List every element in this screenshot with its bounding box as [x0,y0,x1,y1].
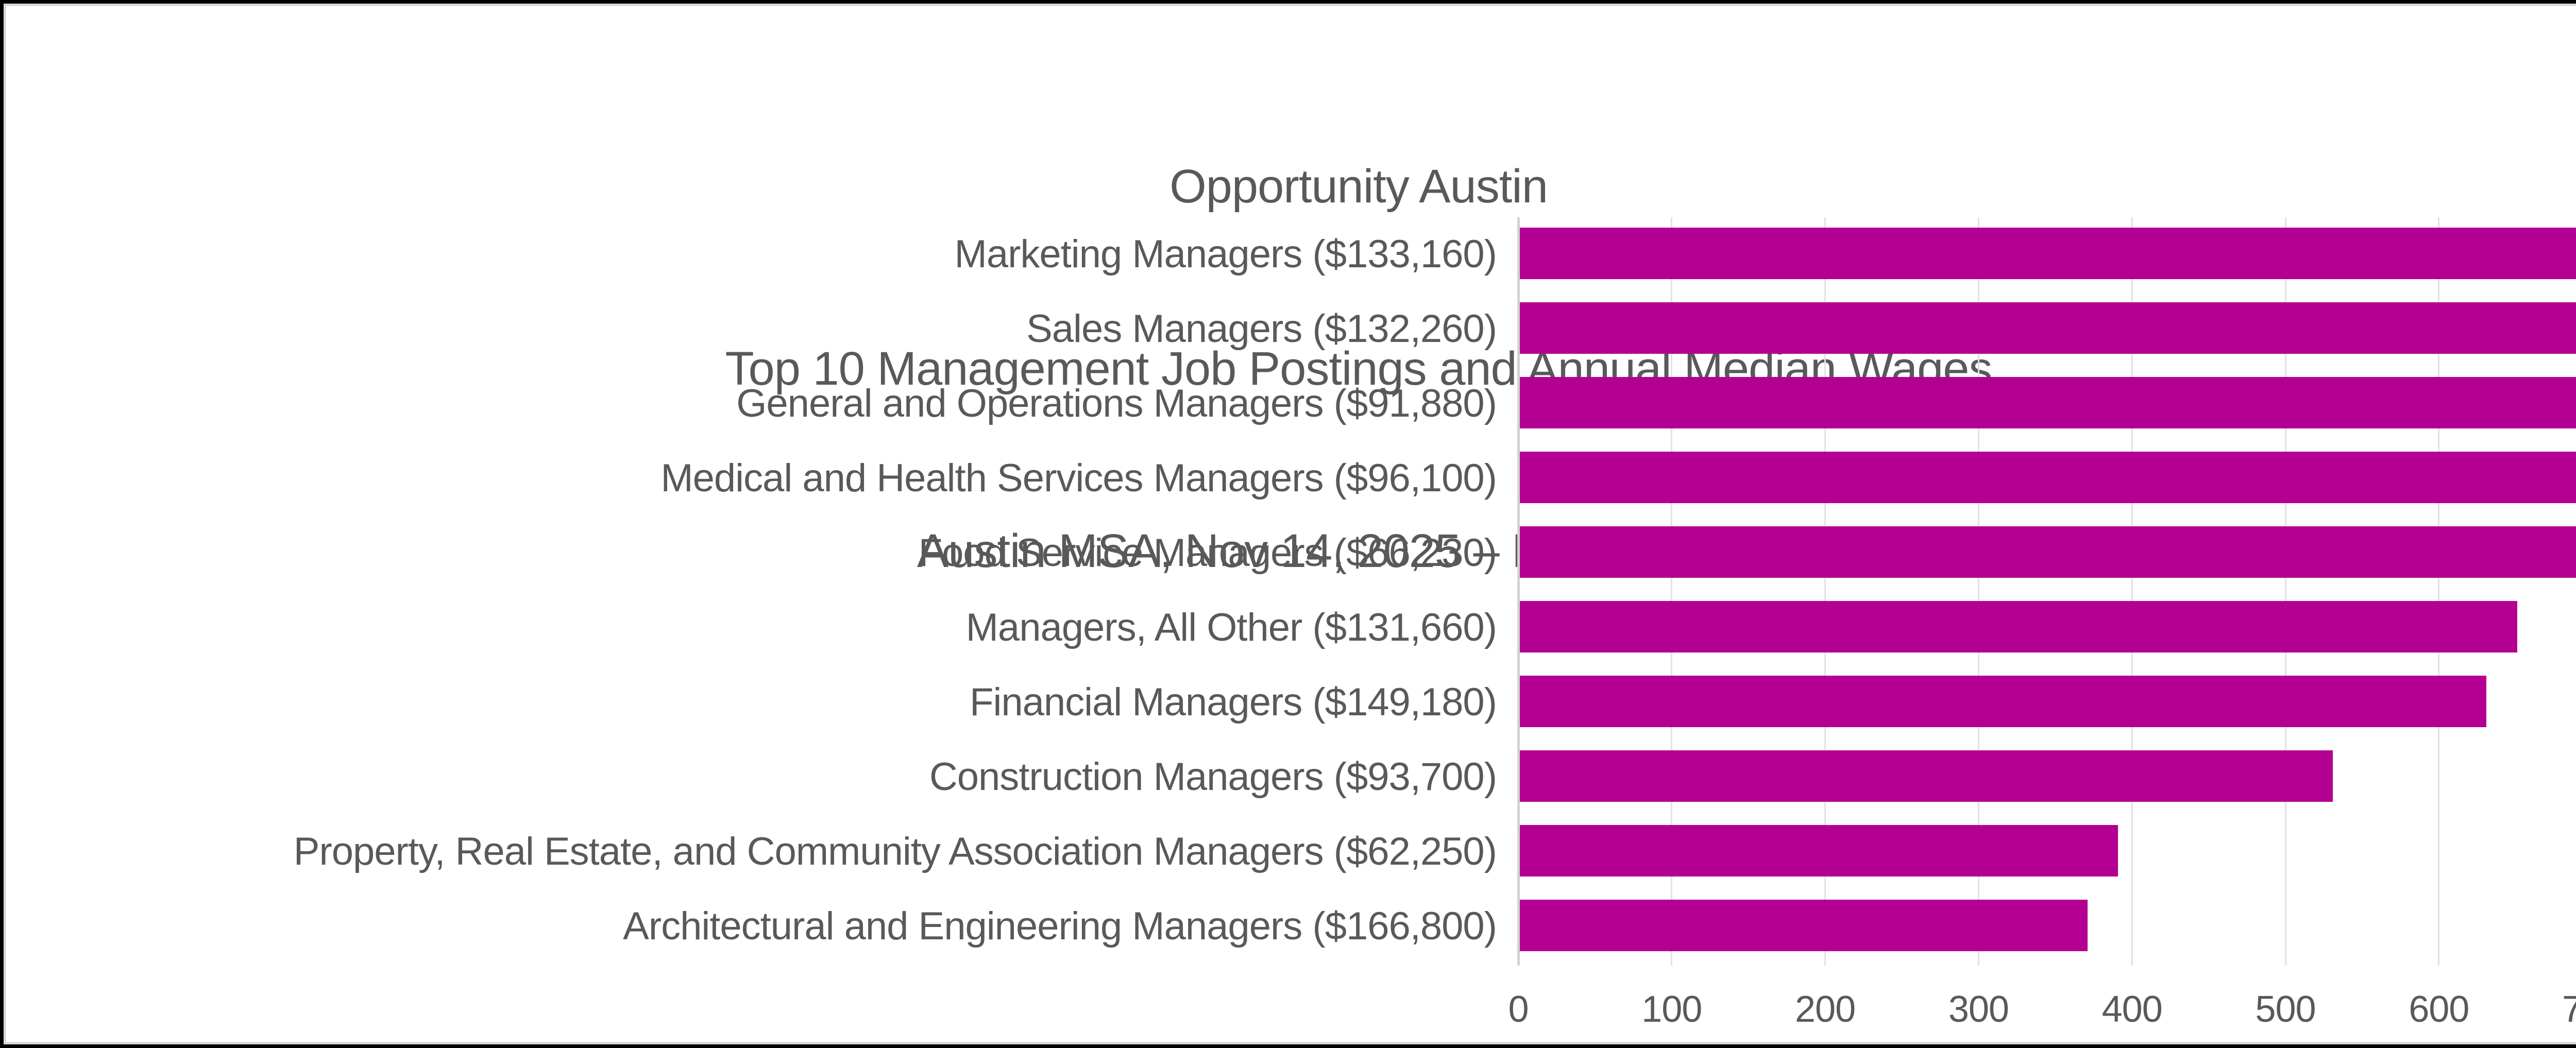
category-label: Food Service Managers ($66,230) [918,531,1497,575]
x-tick-label: 100 [1641,989,1702,1030]
gridline [2284,217,2286,966]
bar [1520,452,2576,503]
gridline [2438,217,2440,966]
gridline [2131,217,2133,966]
category-label: Construction Managers ($93,700) [929,755,1497,799]
category-label: Marketing Managers ($133,160) [954,232,1497,276]
plot-area [1517,217,2576,966]
gridline [1824,217,1826,966]
gridline [1977,217,1979,966]
category-label: Sales Managers ($132,260) [1026,307,1497,351]
x-tick-label: 500 [2255,989,2316,1030]
x-tick-label: 400 [2102,989,2163,1030]
bar [1520,900,2088,951]
category-label: Managers, All Other ($131,660) [965,606,1497,649]
category-label: General and Operations Managers ($91,880… [736,382,1497,425]
axis-zero-line [1517,217,1520,966]
x-tick-label: 700 [2562,989,2576,1030]
chart-title: Opportunity Austin Top 10 Management Job… [725,35,1993,703]
bar [1520,750,2333,802]
bar [1520,601,2517,652]
bar [1520,825,2119,877]
title-line-1: Opportunity Austin [1170,160,1548,213]
category-label: Architectural and Engineering Managers (… [623,904,1497,948]
x-tick-label: 200 [1795,989,1856,1030]
x-tick-label: 600 [2409,989,2469,1030]
bar [1520,526,2576,578]
bar [1520,228,2576,279]
bar [1520,676,2487,727]
x-tick-label: 300 [1948,989,2009,1030]
x-tick-label: 0 [1508,989,1529,1030]
category-label: Property, Real Estate, and Community Ass… [293,830,1497,873]
gridline [1671,217,1673,966]
bar [1520,377,2576,428]
category-label: Financial Managers ($149,180) [970,680,1497,724]
category-label: Medical and Health Services Managers ($9… [660,456,1497,500]
bar [1520,302,2576,354]
